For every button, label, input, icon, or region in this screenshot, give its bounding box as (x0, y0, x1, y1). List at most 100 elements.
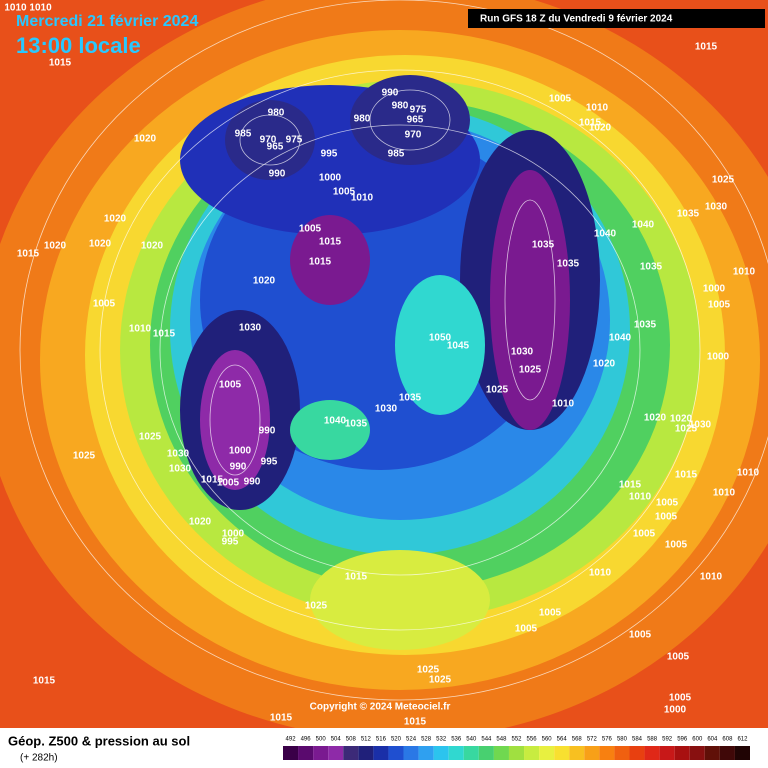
colorbar-cell (358, 746, 374, 760)
isobar-label: 1005 (629, 630, 652, 641)
isobar-label: 1030 (689, 420, 712, 431)
isobar-label: 1030 (705, 202, 728, 213)
colorbar-cell (418, 746, 434, 760)
isobar-label: 1020 (189, 517, 212, 528)
colorbar-tick-label: 540 (466, 737, 477, 743)
isobar-label: 1035 (399, 393, 422, 404)
colorbar-tick-label: 572 (587, 737, 598, 743)
forecast-date: Mercredi 21 février 2024 (16, 13, 198, 30)
colorbar-tick-label: 612 (737, 737, 748, 743)
colorbar-cell (599, 746, 615, 760)
isobar-label: 990 (230, 462, 247, 473)
isobar-label: 1010 (129, 324, 152, 335)
isobar-label: 995 (321, 149, 338, 160)
colorbar-tick-label: 552 (511, 737, 522, 743)
colorbar-cell (343, 746, 359, 760)
isobar-label: 980 (354, 114, 371, 125)
colorbar-cell (403, 746, 419, 760)
colorbar-tick-label: 556 (527, 737, 538, 743)
isobar-label: 1025 (305, 601, 328, 612)
isobar-label: 1025 (417, 665, 440, 676)
isobar-label: 990 (259, 426, 276, 437)
colorbar-cell (508, 746, 525, 760)
isobar-label: 1020 (134, 134, 157, 145)
colorbar-tick-label: 524 (406, 737, 417, 743)
isobar-label: 980 (268, 108, 285, 119)
colorbar-cell (539, 746, 555, 760)
isobar-label: 1005 (539, 608, 562, 619)
isobar-label: 1005 (549, 94, 572, 105)
isobar-label: 965 (267, 142, 284, 153)
isobar-label: 975 (286, 135, 303, 146)
isobar-label: 1035 (532, 240, 555, 251)
isobar-label: 1005 (669, 693, 692, 704)
isobar-label: 1030 (167, 449, 190, 460)
colorbar-cell (659, 746, 675, 760)
isobar-label: 1005 (656, 498, 679, 509)
isobar-label: 1050 (429, 333, 452, 344)
colorbar-tick-label: 604 (707, 737, 718, 743)
isobar-label: 975 (410, 105, 427, 116)
isobar-label: 1010 (586, 103, 609, 114)
isobar-label: 1020 (644, 413, 667, 424)
isobar-label: 1030 (511, 347, 534, 358)
colorbar-tick-label: 548 (496, 737, 507, 743)
isobar-label: 1005 (667, 652, 690, 663)
isobar-label: 1025 (139, 432, 162, 443)
isobar-label: 1025 (429, 675, 452, 686)
colorbar: 492 496 500 504 508 512 516 520 524 528 532 536 540 5… (283, 737, 750, 760)
isobar-label: 1015 (619, 480, 642, 491)
isobar-label: 980 (392, 101, 409, 112)
colorbar-tick-label: 544 (481, 737, 492, 743)
isobar-label: 1020 (141, 241, 164, 252)
isobar-label: 1025 (519, 365, 542, 376)
isobar-label: 1015 (579, 118, 602, 129)
isobar-label: 1010 1010 (4, 3, 52, 14)
run-info: Run GFS 18 Z du Vendredi 9 février 2024 (480, 14, 673, 25)
isobar-label: 1015 (17, 249, 40, 260)
isobar-label: 1000 (229, 446, 252, 457)
isobar-label: 1015 (675, 470, 698, 481)
run-box (468, 9, 765, 28)
colorbar-tick-label: 560 (542, 737, 553, 743)
colorbar-cell (433, 746, 449, 760)
isobar-label: 1010 (700, 572, 723, 583)
colorbar-tick-label: 584 (632, 737, 643, 743)
isobar-label: 1005 (217, 478, 240, 489)
isobar-label: 1035 (345, 419, 368, 430)
isobar-label: 1040 (324, 416, 347, 427)
colorbar-cell (584, 746, 600, 760)
colorbar-cell (448, 746, 464, 760)
isobar-label: 1035 (640, 262, 663, 273)
isobar-label: 1020 (253, 276, 276, 287)
colorbar-cell (734, 746, 750, 760)
colorbar-tick-label: 504 (331, 737, 342, 743)
isobar-label: 1040 (609, 333, 632, 344)
colorbar-cell (554, 746, 570, 760)
colorbar-cell (463, 746, 479, 760)
isobar-label: 990 (382, 88, 399, 99)
isobar-label: 1005 (93, 299, 116, 310)
map (0, 0, 768, 728)
colorbar-cell (373, 746, 389, 760)
isobar-label: 1015 (270, 713, 293, 724)
isobar-label: 1025 (486, 385, 509, 396)
colorbar-cell (674, 746, 690, 760)
isobar-label: 1045 (447, 341, 470, 352)
colorbar-tick-label: 596 (677, 737, 688, 743)
isobar-label: 995 (222, 537, 239, 548)
isobar-label: 1030 (375, 404, 398, 415)
isobar-label: 1010 (629, 492, 652, 503)
colorbar-tick-label: 608 (722, 737, 733, 743)
isobar-label: 965 (407, 115, 424, 126)
isobar-label: 970 (260, 135, 277, 146)
isobar-label: 1015 (33, 676, 56, 687)
isobar-label: 1005 (665, 540, 688, 551)
colorbar-tick-label: 532 (436, 737, 447, 743)
isobar-label: 985 (388, 149, 405, 160)
colorbar-tick-label: 520 (391, 737, 402, 743)
colorbar-cell (629, 746, 645, 760)
colorbar-tick-label: 496 (301, 737, 312, 743)
isobar-label: 990 (244, 477, 261, 488)
